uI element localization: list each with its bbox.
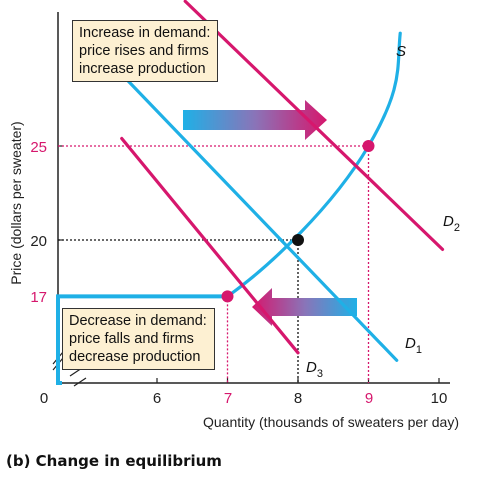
increase-demand-note: Increase in demand: price rises and firm… <box>72 20 218 82</box>
note-line: Decrease in demand: <box>69 312 207 330</box>
x-axis-title: Quantity (thousands of sweaters per day) <box>203 414 459 430</box>
note-line: increase production <box>79 60 210 78</box>
x-tick-10: 10 <box>431 390 448 407</box>
equilibrium-point-decrease <box>222 290 234 302</box>
equilibrium-point-original <box>292 234 304 246</box>
y-tick-20: 20 <box>30 233 47 250</box>
equilibrium-points <box>222 140 375 302</box>
figure-caption: (b) Change in equilibrium <box>6 452 222 470</box>
supply-curve <box>228 33 401 296</box>
note-line: price falls and firms <box>69 330 207 348</box>
decrease-demand-note: Decrease in demand: price falls and firm… <box>62 308 215 370</box>
supply-label: S <box>396 43 406 60</box>
x-tick-8: 8 <box>294 390 302 407</box>
x-tick-6: 6 <box>153 390 161 407</box>
demand-2-label: D2 <box>443 213 460 234</box>
demand-decrease-arrow <box>252 288 357 326</box>
demand-3-label: D3 <box>306 359 323 380</box>
x-tick-0: 0 <box>40 390 48 407</box>
demand-1-label: D1 <box>405 335 422 356</box>
note-line: Increase in demand: <box>79 24 210 42</box>
x-tick-7: 7 <box>224 390 232 407</box>
note-line: price rises and firms <box>79 42 210 60</box>
x-tick-9: 9 <box>365 390 373 407</box>
note-line: decrease production <box>69 348 207 366</box>
y-tick-25: 25 <box>30 139 47 156</box>
y-axis-title: Price (dollars per sweater) <box>8 121 24 284</box>
equilibrium-point-increase <box>363 140 375 152</box>
y-tick-17: 17 <box>30 289 47 306</box>
demand-increase-arrow <box>183 100 327 140</box>
